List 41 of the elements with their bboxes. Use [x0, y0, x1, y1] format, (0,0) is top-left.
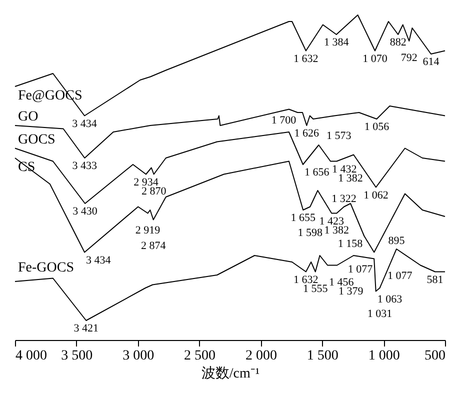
- x-tick-label: 3 000: [122, 348, 154, 364]
- annotation: 1 655: [290, 212, 316, 224]
- annotation: 882: [390, 36, 406, 48]
- x-tick-label: 4 000: [16, 348, 47, 364]
- annotation: 3 434: [72, 118, 98, 130]
- x-tick-label: 1 000: [368, 348, 400, 364]
- annotation: 1 063: [377, 293, 403, 306]
- annotation: 3 421: [74, 322, 99, 334]
- annotation: 581: [426, 274, 444, 286]
- x-axis-title: 波数/cm⁻¹: [201, 366, 260, 382]
- annotation: 1 070: [362, 52, 388, 65]
- series-label: GO: [18, 110, 38, 124]
- annotation: 1 031: [367, 308, 392, 320]
- annotation: 1 322: [332, 192, 356, 205]
- annotation: 2 919: [135, 224, 161, 236]
- annotation: 1 598: [298, 226, 323, 239]
- annotation: 1 656: [304, 166, 330, 178]
- annotation: 3 433: [72, 160, 98, 172]
- annotation: 1 077: [387, 270, 413, 282]
- annotation: 3 434: [86, 254, 112, 266]
- annotation: 792: [400, 52, 418, 64]
- annotation: 1 700: [271, 114, 297, 126]
- series-label: Fe-GOCS: [18, 260, 74, 276]
- annotation: 1 626: [294, 128, 320, 140]
- annotation: 1 077: [348, 263, 374, 276]
- x-tick-label: 500: [424, 348, 446, 364]
- annotation: 895: [388, 235, 406, 247]
- x-tick-label: 2 000: [245, 348, 277, 364]
- annotation: 1 056: [364, 121, 390, 133]
- annotation: 1 573: [326, 130, 352, 142]
- x-tick-label: 3 500: [61, 348, 93, 364]
- annotation: 3 430: [72, 206, 98, 218]
- annotation: 614: [422, 56, 440, 68]
- annotation: 1 062: [364, 189, 388, 202]
- series-label: GOCS: [18, 132, 56, 148]
- annotation: 1 384: [324, 36, 350, 48]
- annotation: 1 632: [294, 52, 318, 65]
- x-tick-label: 2 500: [184, 348, 216, 364]
- annotation: 1 158: [338, 238, 364, 250]
- annotation: 2 874: [140, 240, 166, 252]
- x-tick-label: 1 500: [306, 348, 338, 364]
